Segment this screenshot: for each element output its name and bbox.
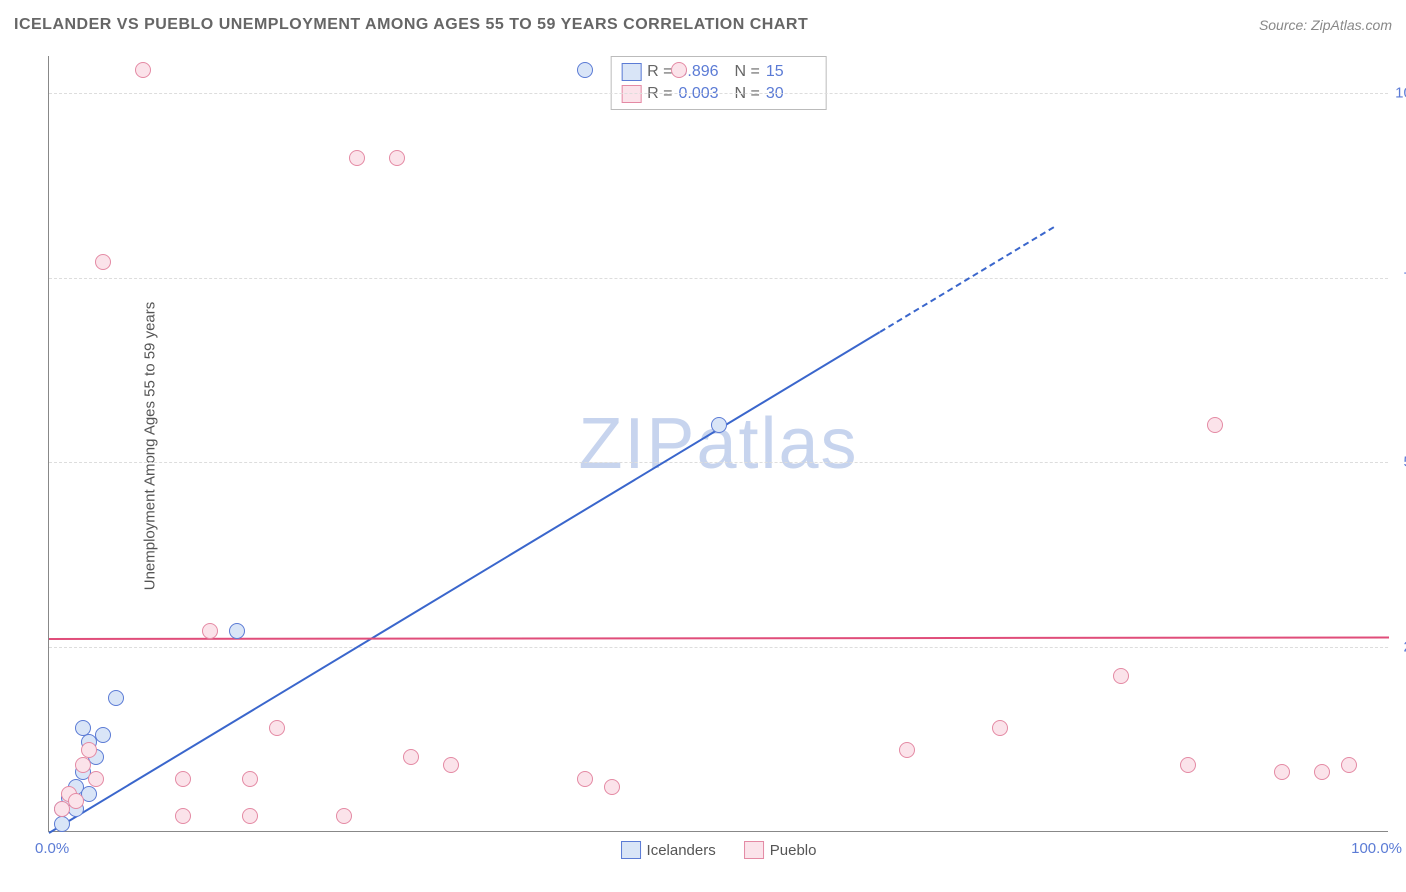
data-point bbox=[1341, 757, 1357, 773]
x-tick-label: 0.0% bbox=[35, 840, 69, 857]
legend-label: Pueblo bbox=[770, 842, 817, 859]
data-point bbox=[108, 690, 124, 706]
gridline bbox=[49, 93, 1388, 94]
data-point bbox=[68, 793, 84, 809]
data-point bbox=[403, 749, 419, 765]
stats-legend-box: R =0.896N =15R =0.003N =30 bbox=[610, 56, 827, 110]
stats-row: R = 0.003 N = 30 bbox=[621, 83, 816, 105]
watermark: ZIPatlas bbox=[578, 403, 858, 485]
chart-title: ICELANDER VS PUEBLO UNEMPLOYMENT AMONG A… bbox=[14, 16, 808, 34]
data-point bbox=[1274, 764, 1290, 780]
data-point bbox=[135, 62, 151, 78]
gridline bbox=[49, 647, 1388, 648]
trendline-icelanders bbox=[48, 331, 880, 834]
data-point bbox=[202, 623, 218, 639]
legend-swatch bbox=[744, 841, 764, 859]
data-point bbox=[269, 720, 285, 736]
data-point bbox=[75, 757, 91, 773]
gridline bbox=[49, 278, 1388, 279]
watermark-atlas: atlas bbox=[696, 404, 858, 484]
data-point bbox=[336, 808, 352, 824]
y-tick-label: 50.0% bbox=[1392, 454, 1406, 471]
data-point bbox=[992, 720, 1008, 736]
legend-swatch bbox=[621, 63, 641, 81]
data-point bbox=[899, 742, 915, 758]
y-tick-label: 25.0% bbox=[1392, 639, 1406, 656]
data-point bbox=[1113, 668, 1129, 684]
data-point bbox=[577, 62, 593, 78]
legend-item: Pueblo bbox=[744, 841, 817, 859]
data-point bbox=[95, 727, 111, 743]
legend-item: Icelanders bbox=[621, 841, 716, 859]
data-point bbox=[389, 150, 405, 166]
trendline-pueblo bbox=[49, 636, 1389, 639]
data-point bbox=[175, 771, 191, 787]
gridline bbox=[49, 462, 1388, 463]
data-point bbox=[229, 623, 245, 639]
data-point bbox=[54, 816, 70, 832]
data-point bbox=[175, 808, 191, 824]
stat-n-label: N = bbox=[735, 63, 760, 81]
source-credit: Source: ZipAtlas.com bbox=[1259, 17, 1392, 33]
data-point bbox=[88, 771, 104, 787]
legend-swatch bbox=[621, 85, 641, 103]
bottom-legend: Icelanders Pueblo bbox=[621, 841, 817, 859]
x-tick-label: 100.0% bbox=[1351, 840, 1402, 857]
data-point bbox=[349, 150, 365, 166]
data-point bbox=[75, 720, 91, 736]
stat-r-label: R = bbox=[647, 85, 672, 103]
data-point bbox=[242, 771, 258, 787]
stat-r-value: 0.003 bbox=[679, 85, 729, 103]
data-point bbox=[711, 417, 727, 433]
data-point bbox=[95, 254, 111, 270]
data-point bbox=[1180, 757, 1196, 773]
stat-r-label: R = bbox=[647, 63, 672, 81]
y-tick-label: 75.0% bbox=[1392, 269, 1406, 286]
scatter-plot: ZIPatlas R =0.896N =15R =0.003N =30 Icel… bbox=[48, 56, 1388, 832]
stat-n-value: 30 bbox=[766, 85, 816, 103]
data-point bbox=[577, 771, 593, 787]
data-point bbox=[81, 742, 97, 758]
trendline-dash-icelanders bbox=[879, 226, 1054, 333]
stats-row: R =0.896N =15 bbox=[621, 61, 816, 83]
legend-label: Icelanders bbox=[647, 842, 716, 859]
watermark-zip: ZIP bbox=[578, 404, 696, 484]
stat-n-label: N = bbox=[735, 85, 760, 103]
stat-n-value: 15 bbox=[766, 63, 816, 81]
data-point bbox=[1207, 417, 1223, 433]
data-point bbox=[242, 808, 258, 824]
y-tick-label: 100.0% bbox=[1392, 84, 1406, 101]
data-point bbox=[671, 62, 687, 78]
data-point bbox=[443, 757, 459, 773]
data-point bbox=[604, 779, 620, 795]
data-point bbox=[1314, 764, 1330, 780]
chart-header: ICELANDER VS PUEBLO UNEMPLOYMENT AMONG A… bbox=[0, 0, 1406, 40]
legend-swatch bbox=[621, 841, 641, 859]
